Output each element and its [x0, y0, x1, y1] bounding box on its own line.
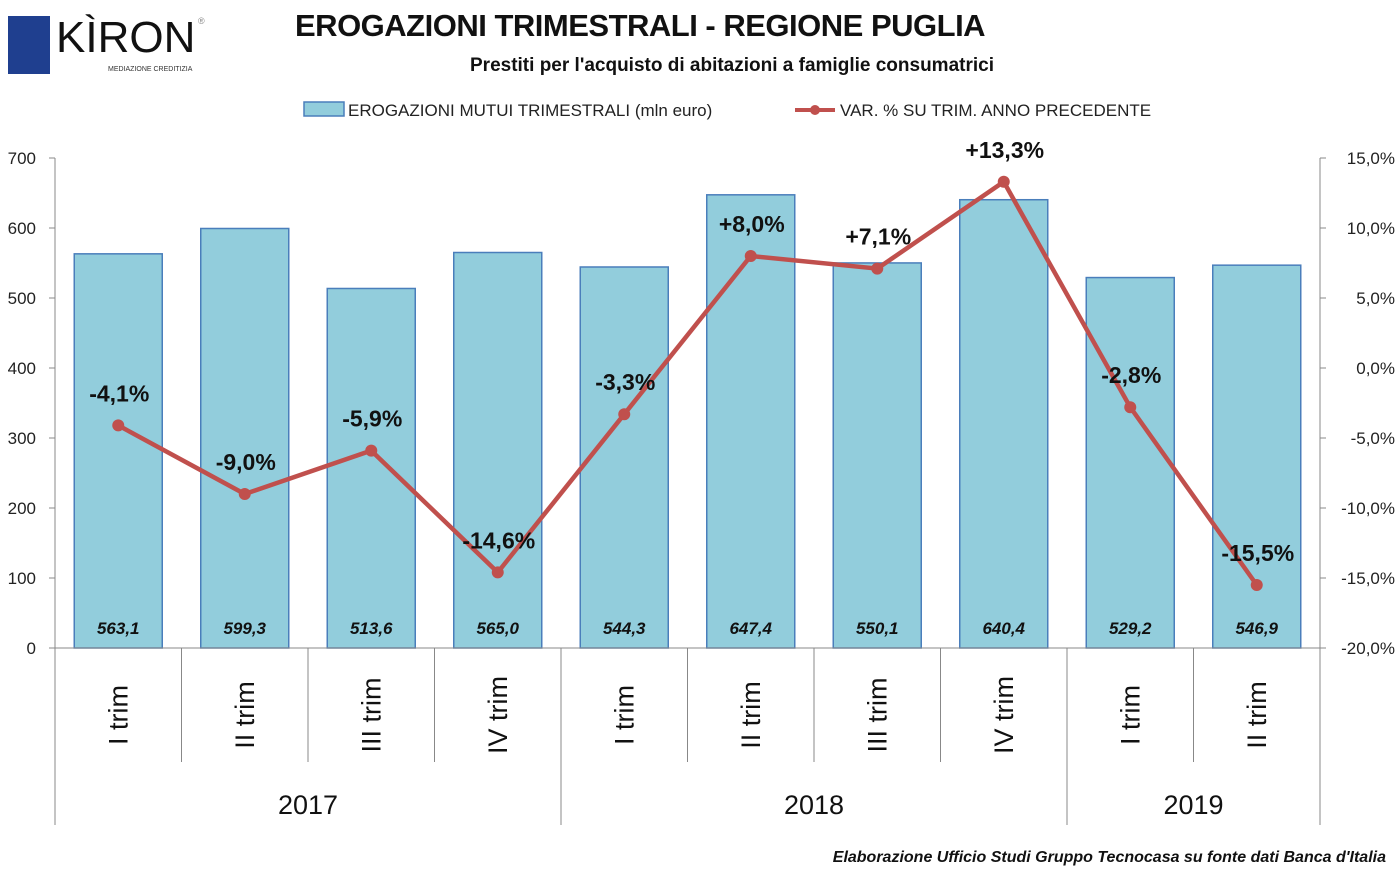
category-label: II trim	[1242, 681, 1272, 749]
logo-emblem	[8, 16, 50, 74]
category-label: IV trim	[483, 676, 513, 754]
category-label: II trim	[736, 681, 766, 749]
category-label: III trim	[356, 678, 386, 753]
bar	[326, 287, 416, 649]
bar-value-label: 599,3	[223, 619, 266, 638]
variation-point	[112, 419, 125, 432]
bar	[73, 253, 163, 649]
bar-value-label: 647,4	[729, 619, 772, 638]
bar-value-label: 529,2	[1109, 619, 1152, 638]
year-label: 2017	[278, 790, 338, 820]
bar-value-label: 565,0	[476, 619, 519, 638]
bar-value-label: 550,1	[856, 619, 899, 638]
y-tick-label: 500	[8, 289, 36, 308]
logo-registered: ®	[198, 16, 205, 26]
category-label: I trim	[1115, 685, 1145, 745]
bar-value-label: 544,3	[603, 619, 646, 638]
source-note: Elaborazione Ufficio Studi Gruppo Tecnoc…	[832, 849, 1386, 866]
y-tick-label: 300	[8, 429, 36, 448]
variation-point	[238, 488, 251, 500]
bar	[706, 194, 796, 649]
chart-title: EROGAZIONI TRIMESTRALI - REGIONE PUGLIA	[295, 8, 986, 43]
category-label: II trim	[230, 681, 260, 749]
bar	[1085, 276, 1175, 649]
y-tick-label: 700	[8, 149, 36, 168]
y-tick-label: 0	[27, 639, 36, 658]
legend-line-marker	[810, 105, 820, 115]
bar	[200, 227, 290, 649]
bar-value-label: 640,4	[982, 619, 1025, 638]
y-tick-label: 600	[8, 219, 36, 238]
legend-bar-label: EROGAZIONI MUTUI TRIMESTRALI (mln euro)	[348, 101, 712, 120]
category-label: I trim	[609, 685, 639, 745]
legend-bar-swatch	[303, 101, 345, 117]
variation-label: -14,6%	[462, 527, 535, 553]
category-label: I trim	[103, 685, 133, 745]
y2-tick-label: 0,0%	[1356, 359, 1395, 378]
variation-point	[365, 444, 378, 457]
y2-tick-label: 5,0%	[1356, 289, 1395, 308]
bar	[832, 262, 922, 649]
chart-subtitle: Prestiti per l'acquisto di abitazioni a …	[470, 55, 994, 76]
variation-label: -5,9%	[342, 406, 402, 432]
y-tick-label: 200	[8, 499, 36, 518]
kiron-logo: KÌRON ® MEDIAZIONE CREDITIZIA	[8, 14, 228, 76]
y2-tick-label: 15,0%	[1347, 149, 1395, 168]
variation-label: -3,3%	[595, 369, 655, 395]
variation-point	[997, 175, 1010, 188]
bar-value-label: 546,9	[1235, 619, 1278, 638]
year-label: 2018	[784, 790, 844, 820]
variation-point	[871, 262, 884, 275]
variation-point	[618, 408, 631, 421]
variation-label: -15,5%	[1221, 540, 1294, 566]
legend-line-label: VAR. % SU TRIM. ANNO PRECEDENTE	[840, 101, 1151, 120]
variation-label: +8,0%	[719, 211, 785, 237]
y-tick-label: 100	[8, 569, 36, 588]
logo-name: KÌRON	[56, 13, 196, 62]
year-label: 2019	[1163, 790, 1223, 820]
category-label: IV trim	[989, 676, 1019, 754]
variation-label: -4,1%	[89, 380, 149, 406]
variation-point	[491, 566, 504, 579]
bar-value-label: 513,6	[350, 619, 393, 638]
variation-label: +7,1%	[845, 224, 911, 250]
y-tick-label: 400	[8, 359, 36, 378]
logo-tagline: MEDIAZIONE CREDITIZIA	[108, 66, 193, 73]
y2-tick-label: 10,0%	[1347, 219, 1395, 238]
y2-tick-label: -5,0%	[1351, 429, 1395, 448]
variation-point	[1250, 579, 1263, 591]
bar	[453, 251, 543, 649]
variation-point	[744, 250, 757, 262]
variation-label: -2,8%	[1101, 362, 1161, 388]
y2-tick-label: -15,0%	[1341, 569, 1395, 588]
bar	[959, 198, 1049, 649]
variation-line	[117, 178, 1259, 587]
variation-point	[1124, 401, 1137, 414]
variation-label: +13,3%	[965, 137, 1044, 163]
y2-tick-label: -10,0%	[1341, 499, 1395, 518]
bar	[579, 266, 669, 649]
bar-value-label: 563,1	[97, 619, 140, 638]
variation-label: -9,0%	[216, 449, 276, 475]
y2-tick-label: -20,0%	[1341, 639, 1395, 658]
category-label: III trim	[862, 678, 892, 753]
